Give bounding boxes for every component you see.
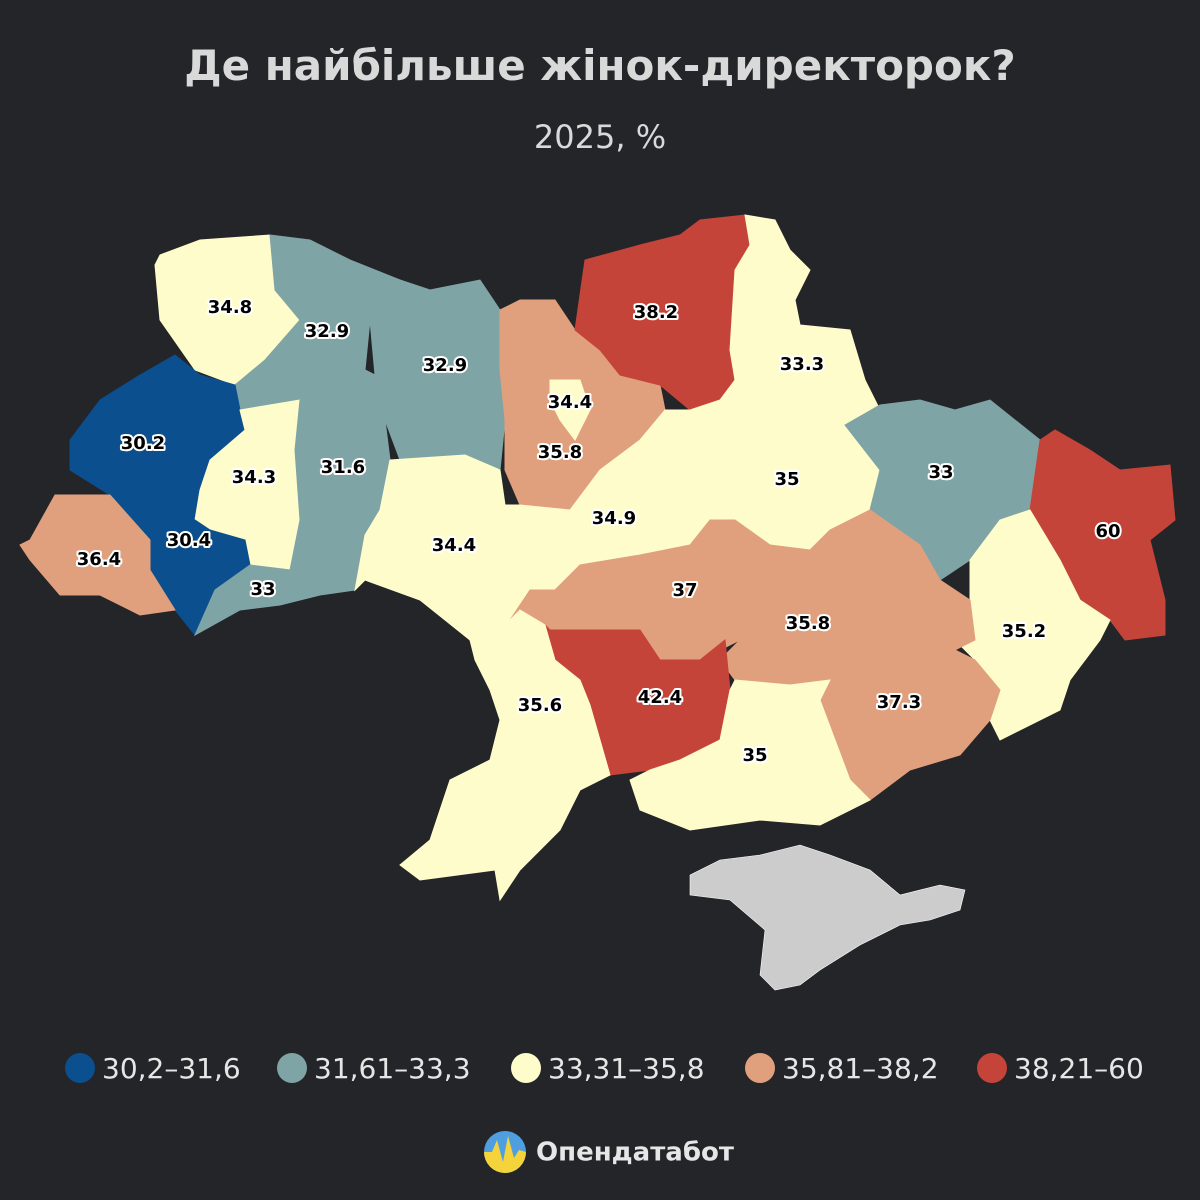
region-label: 31.6 <box>321 457 365 478</box>
legend-swatch <box>511 1053 541 1083</box>
region-label: 35.8 <box>786 613 830 634</box>
brand-name: Опендатабот <box>536 1138 734 1168</box>
region <box>399 609 611 902</box>
region-label: 37 <box>672 580 697 601</box>
region-label: 35.6 <box>518 695 562 716</box>
region-label: 35 <box>742 745 767 766</box>
region-label: 33.3 <box>780 354 824 375</box>
title: Де найбільше жінок-директорок? <box>184 41 1015 90</box>
region-label: 34.9 <box>592 508 636 529</box>
region-label: 37.3 <box>877 692 921 713</box>
region-label: 33 <box>250 579 275 600</box>
region-label: 34.4 <box>432 535 476 556</box>
legend-swatch <box>745 1053 775 1083</box>
legend: 30,2–31,6 31,61–33,3 33,31–35,8 35,81–38,2 3… <box>65 1052 1144 1085</box>
region <box>19 494 176 616</box>
legend-label: 35,81–38,2 <box>782 1052 939 1085</box>
legend-swatch <box>977 1053 1007 1083</box>
region-label: 33 <box>928 462 953 483</box>
legend-swatch <box>65 1053 95 1083</box>
brand-logo <box>484 1131 526 1173</box>
region-label: 30.4 <box>167 530 211 551</box>
region-label: 35.2 <box>1002 621 1046 642</box>
legend-label: 38,21–60 <box>1014 1052 1144 1085</box>
region-label: 35 <box>774 469 799 490</box>
region <box>629 679 871 831</box>
region-label: 42.4 <box>638 687 682 708</box>
crimea <box>689 844 966 991</box>
region-label: 30.2 <box>121 433 165 454</box>
subtitle: 2025, % <box>534 118 666 156</box>
legend-swatch <box>277 1053 307 1083</box>
region <box>193 564 356 637</box>
region-label: 32.9 <box>423 355 467 376</box>
region-label: 38.2 <box>634 302 678 323</box>
region-label: 34.8 <box>208 297 252 318</box>
legend-label: 30,2–31,6 <box>102 1052 241 1085</box>
region <box>549 379 591 441</box>
region-label: 32.9 <box>305 321 349 342</box>
region-label: 35.8 <box>538 442 582 463</box>
legend-label: 33,31–35,8 <box>548 1052 705 1085</box>
regions <box>19 214 1176 991</box>
region-label: 34.3 <box>232 467 276 488</box>
region-label: 60 <box>1095 521 1120 542</box>
region-label: 36.4 <box>77 549 121 570</box>
legend-label: 31,61–33,3 <box>314 1052 471 1085</box>
region-label: 34.4 <box>548 392 592 413</box>
region-labels: 34.8 32.9 32.9 35.8 34.4 38.2 33.3 30.2 34.3 31.6… <box>75 295 1123 768</box>
